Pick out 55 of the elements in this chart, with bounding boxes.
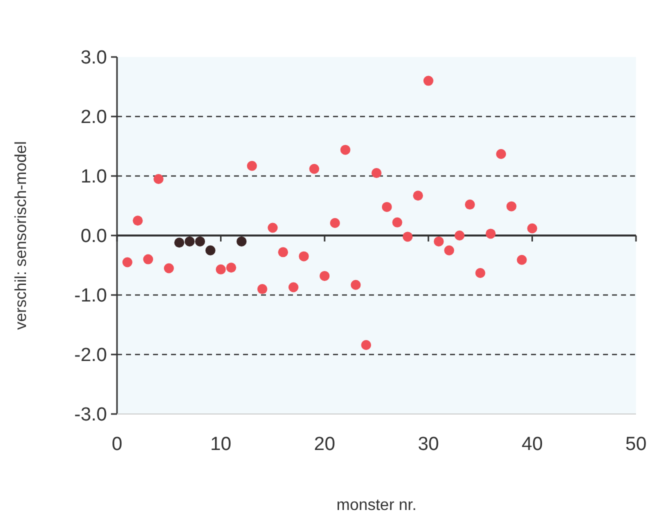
point	[423, 76, 434, 86]
point	[309, 164, 320, 174]
y-axis-title: verschil: sensorisch-model	[13, 141, 30, 330]
point	[506, 201, 516, 212]
point	[444, 245, 454, 256]
point	[320, 270, 330, 281]
x-tick-label: 40	[522, 434, 543, 455]
point	[516, 254, 527, 265]
point	[527, 223, 538, 234]
point	[246, 160, 257, 171]
point	[288, 282, 298, 292]
point	[434, 236, 444, 246]
y-tick-label: -1.0	[74, 286, 107, 307]
point	[132, 216, 143, 226]
point	[143, 254, 154, 264]
y-tick-label: -2.0	[74, 345, 107, 366]
point	[298, 251, 309, 262]
point	[372, 168, 382, 178]
y-tick-label: 2.0	[80, 107, 107, 128]
y-tick-label: 1.0	[80, 166, 107, 188]
y-tick-label: 3.0	[80, 48, 107, 69]
point	[236, 236, 247, 246]
point	[278, 247, 288, 258]
point	[486, 228, 496, 239]
point	[226, 262, 236, 273]
point	[350, 280, 361, 290]
point	[413, 190, 424, 201]
x-axis-title: monster nr.	[336, 497, 417, 514]
point	[184, 236, 195, 246]
point	[205, 245, 216, 256]
point	[361, 340, 372, 350]
y-tick-label: -3.0	[74, 404, 107, 426]
x-tick-label: 0	[112, 434, 122, 455]
point	[340, 144, 350, 155]
point	[216, 264, 226, 274]
point	[154, 174, 164, 184]
point	[475, 268, 486, 278]
point	[454, 230, 465, 240]
point	[195, 236, 206, 246]
point	[382, 202, 392, 212]
point	[122, 257, 132, 268]
point	[496, 148, 506, 159]
point	[268, 222, 278, 233]
y-tick-label: 0.0	[80, 226, 107, 248]
x-tick-label: 50	[625, 434, 647, 455]
point	[402, 232, 413, 242]
point	[257, 284, 268, 294]
point	[174, 238, 184, 248]
x-tick-label: 30	[418, 434, 439, 455]
x-tick-label: 10	[210, 434, 232, 455]
point	[464, 200, 475, 210]
x-tick-label: 20	[314, 434, 336, 455]
point	[330, 218, 340, 228]
point	[164, 263, 174, 274]
point	[392, 217, 402, 228]
